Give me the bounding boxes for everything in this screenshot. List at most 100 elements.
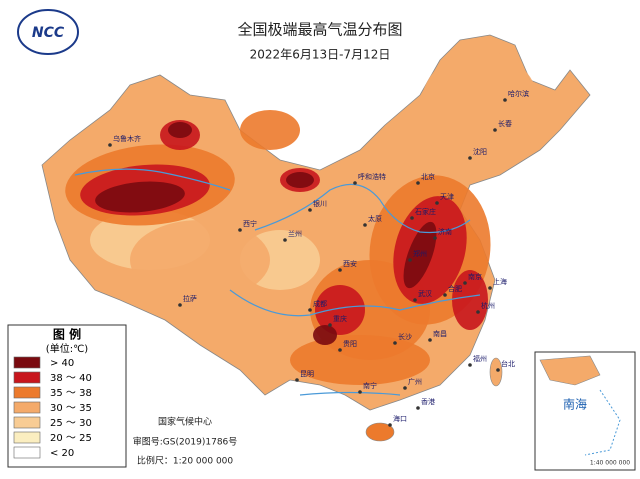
legend: 图 例 (单位:℃) > 40 38 ～ 40 35 ～ 38 30 ～ 35 25 ～… bbox=[7, 324, 127, 468]
map-subtitle: 2022年6月13日-7月12日 bbox=[250, 48, 391, 62]
city-label: 乌鲁木齐 bbox=[113, 134, 141, 143]
city-dot bbox=[403, 386, 407, 390]
inset-line bbox=[584, 389, 621, 456]
city-label: 贵阳 bbox=[343, 339, 357, 348]
city-label: 郑州 bbox=[413, 250, 427, 258]
temperature-zone bbox=[95, 181, 185, 213]
temperature-zone bbox=[452, 270, 488, 330]
legend-swatch bbox=[13, 371, 41, 384]
city-label: 太原 bbox=[368, 214, 382, 223]
city-label: 台北 bbox=[501, 359, 515, 368]
temperature-zone bbox=[420, 50, 540, 170]
legend-swatch bbox=[13, 446, 41, 459]
city-dot bbox=[468, 156, 472, 160]
temperature-zone bbox=[168, 122, 192, 138]
credits: 国家气候中心 审图号:GS(2019)1786号 比例尺：1:20 000 00… bbox=[133, 416, 238, 467]
taiwan bbox=[489, 357, 503, 387]
city-label: 南宁 bbox=[363, 381, 377, 390]
inset: 南海 1:40 000 000 bbox=[534, 351, 636, 471]
city-dot bbox=[476, 310, 480, 314]
temperature-zones bbox=[65, 50, 540, 385]
legend-unit: (单位:℃) bbox=[46, 342, 89, 355]
legend-swatch bbox=[13, 356, 41, 369]
city-dot bbox=[308, 208, 312, 212]
city-dot bbox=[388, 423, 392, 427]
city-dot bbox=[178, 303, 182, 307]
temperature-zone bbox=[313, 325, 337, 345]
city-label: 上海 bbox=[493, 277, 507, 286]
city-dot bbox=[468, 363, 472, 367]
city-dot bbox=[416, 406, 420, 410]
city-dot bbox=[353, 181, 357, 185]
city-label: 香港 bbox=[421, 397, 435, 406]
city-label: 兰州 bbox=[288, 229, 302, 238]
legend-label: 38 ～ 40 bbox=[50, 373, 92, 384]
city-dot bbox=[410, 216, 414, 220]
city-label: 天津 bbox=[440, 193, 454, 201]
city-dot bbox=[463, 281, 467, 285]
credit-approval: 审图号:GS(2019)1786号 bbox=[133, 436, 238, 448]
city-dot bbox=[238, 228, 242, 232]
city-label: 成都 bbox=[313, 299, 327, 308]
city-dot bbox=[428, 338, 432, 342]
city-label: 长春 bbox=[498, 119, 512, 128]
city-dot bbox=[328, 323, 332, 327]
city-label: 石家庄 bbox=[415, 207, 436, 216]
legend-label: 25 ～ 30 bbox=[50, 418, 92, 429]
city-label: 银川 bbox=[313, 199, 327, 208]
city-label: 北京 bbox=[421, 172, 435, 181]
temperature-zone bbox=[290, 335, 430, 385]
city-label: 哈尔滨 bbox=[508, 89, 529, 98]
city-dot bbox=[408, 258, 412, 262]
legend-label: 35 ～ 38 bbox=[50, 388, 92, 399]
hainan bbox=[365, 422, 395, 442]
temperature-zone bbox=[240, 110, 300, 150]
legend-swatch bbox=[13, 431, 41, 444]
credit-scale: 比例尺：1:20 000 000 bbox=[137, 455, 234, 467]
temperature-zone bbox=[315, 285, 365, 335]
city-dot bbox=[295, 378, 299, 382]
city-label: 沈阳 bbox=[473, 147, 487, 156]
city-label: 西安 bbox=[343, 259, 357, 268]
city-label: 合肥 bbox=[448, 284, 462, 293]
city-dot bbox=[338, 348, 342, 352]
city-dot bbox=[413, 298, 417, 302]
city-label: 长沙 bbox=[398, 332, 412, 341]
legend-swatch bbox=[13, 401, 41, 414]
legend-swatch bbox=[13, 416, 41, 429]
city-dot bbox=[488, 286, 492, 290]
city-label: 西宁 bbox=[243, 219, 257, 228]
temperature-zone bbox=[286, 172, 314, 188]
legend-label: > 40 bbox=[50, 358, 74, 369]
city-dot bbox=[435, 201, 439, 205]
city-label: 南昌 bbox=[433, 329, 447, 338]
city-dot bbox=[283, 238, 287, 242]
inset-scale: 1:40 000 000 bbox=[590, 460, 630, 467]
city-label: 杭州 bbox=[481, 301, 495, 310]
city-label: 昆明 bbox=[300, 370, 314, 378]
map-title: 全国极端最高气温分布图 bbox=[237, 21, 402, 39]
inset-coast bbox=[539, 355, 601, 386]
city-dot bbox=[443, 293, 447, 297]
credit-agency: 国家气候中心 bbox=[158, 416, 212, 428]
river bbox=[299, 391, 401, 396]
temperature-zone bbox=[403, 221, 437, 289]
city-dot bbox=[416, 181, 420, 185]
river bbox=[74, 168, 231, 191]
city-label: 拉萨 bbox=[183, 294, 197, 303]
city-dot bbox=[108, 143, 112, 147]
city-dot bbox=[503, 98, 507, 102]
rivers bbox=[74, 168, 481, 396]
legend-label: 20 ～ 25 bbox=[50, 433, 92, 444]
city-dot bbox=[308, 308, 312, 312]
city-label: 呼和浩特 bbox=[358, 172, 386, 181]
city-dot bbox=[338, 268, 342, 272]
city-dot bbox=[433, 236, 437, 240]
city-dot bbox=[358, 390, 362, 394]
city-dot bbox=[496, 368, 500, 372]
city-label: 广州 bbox=[408, 377, 422, 386]
city-label: 济南 bbox=[438, 227, 452, 236]
legend-label: < 20 bbox=[50, 448, 74, 459]
river bbox=[229, 289, 481, 317]
